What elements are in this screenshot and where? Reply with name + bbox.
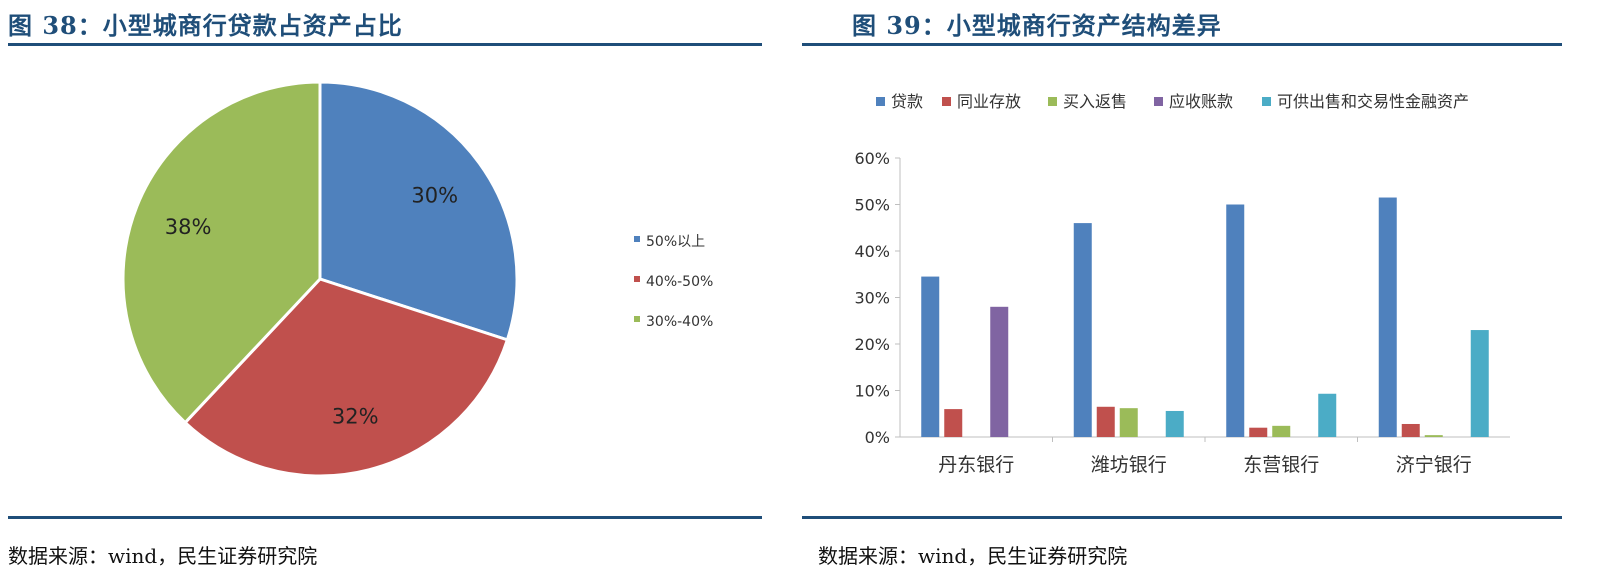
bar xyxy=(1073,223,1092,437)
y-tick-label: 60% xyxy=(854,149,890,168)
bottom-rule xyxy=(8,516,762,519)
figure-39-title: 图 39：小型城商行资产结构差异 xyxy=(852,11,1222,40)
pie-chart: 30% 32% 38% 50%以上 40%-50% 30%-40% xyxy=(121,80,713,478)
legend-swatch xyxy=(634,276,640,282)
figure-38-source: 数据来源：wind，民生证券研究院 xyxy=(8,544,318,568)
legend-swatch xyxy=(942,97,951,106)
top-rule xyxy=(8,43,762,46)
legend-label: 可供出售和交易性金融资产 xyxy=(1277,92,1469,111)
legend-label: 贷款 xyxy=(891,92,923,111)
top-rule xyxy=(802,43,1562,46)
pie-slice xyxy=(318,80,519,342)
legend-label: 应收账款 xyxy=(1169,92,1233,111)
bar xyxy=(1096,406,1115,437)
bar xyxy=(1424,435,1443,437)
bar-chart: 贷款 同业存放 买入返售 应收账款 可供出售和交易性金融资产 0% 10% 20% 30% 40%… xyxy=(854,92,1510,476)
y-tick-label: 10% xyxy=(854,382,890,401)
bar xyxy=(1226,204,1245,437)
legend-swatch xyxy=(1262,97,1271,106)
bottom-rule xyxy=(802,516,1562,519)
bar xyxy=(1378,197,1397,437)
figure-39-source: 数据来源：wind，民生证券研究院 xyxy=(818,544,1128,568)
pie-slice xyxy=(121,80,322,425)
pie-data-label: 30% xyxy=(411,184,458,208)
pie-data-label: 32% xyxy=(332,404,379,428)
legend-swatch xyxy=(634,236,640,242)
legend-swatch xyxy=(1154,97,1163,106)
legend-swatch xyxy=(1048,97,1057,106)
bar xyxy=(1401,423,1420,437)
legend-label: 30%-40% xyxy=(646,314,713,330)
legend-label: 买入返售 xyxy=(1063,92,1127,111)
bar xyxy=(1119,408,1138,437)
x-tick-label: 东营银行 xyxy=(1243,454,1319,476)
legend-label: 50%以上 xyxy=(646,234,705,250)
right-panel: 图 39：小型城商行资产结构差异 贷款 同业存放 买入返售 应收账款 可供出售和交易性金… xyxy=(802,0,1600,575)
figure-38-title: 图 38：小型城商行贷款占资产占比 xyxy=(8,11,403,40)
bar xyxy=(1165,410,1184,437)
x-tick-label: 济宁银行 xyxy=(1396,454,1472,476)
legend-swatch xyxy=(876,97,885,106)
pie-slice xyxy=(183,277,510,478)
y-tick-label: 30% xyxy=(854,289,890,308)
legend-swatch xyxy=(634,316,640,322)
pie-data-label: 38% xyxy=(165,215,212,239)
x-tick-label: 丹东银行 xyxy=(938,454,1014,476)
y-tick-label: 50% xyxy=(854,196,890,215)
bar xyxy=(990,306,1009,437)
y-tick-label: 0% xyxy=(865,428,890,447)
bar xyxy=(1249,427,1268,437)
y-tick-label: 20% xyxy=(854,335,890,354)
bar xyxy=(1470,330,1489,437)
bar xyxy=(944,409,963,437)
x-tick-label: 潍坊银行 xyxy=(1091,454,1167,476)
bar xyxy=(1318,393,1337,437)
bar xyxy=(1272,425,1291,437)
legend-label: 同业存放 xyxy=(957,92,1021,111)
bar xyxy=(921,276,940,437)
left-panel: 图 38：小型城商行贷款占资产占比 30% 32% 38% 50%以上 40%-50% 3… xyxy=(0,0,780,575)
legend-label: 40%-50% xyxy=(646,274,713,290)
y-tick-label: 40% xyxy=(854,242,890,261)
